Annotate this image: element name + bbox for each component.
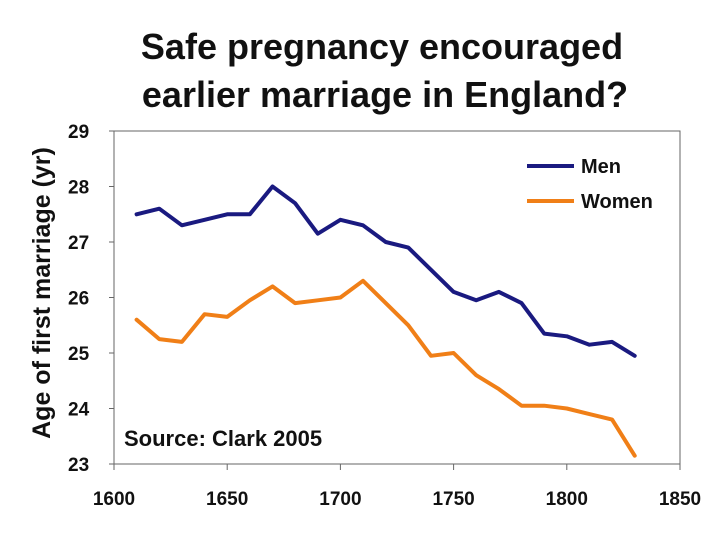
data-point-men [338, 218, 342, 222]
data-point-men [157, 207, 161, 211]
data-point-women [610, 418, 614, 422]
data-point-women [270, 284, 274, 288]
x-tick-label: 1800 [546, 489, 588, 510]
plot-area [113, 130, 681, 465]
x-tick-label: 1750 [432, 489, 474, 510]
data-point-women [474, 373, 478, 377]
x-tick-label: 1600 [93, 489, 135, 510]
data-point-men [520, 301, 524, 305]
x-tick-label: 1700 [319, 489, 361, 510]
data-point-men [384, 240, 388, 244]
data-point-men [406, 246, 410, 250]
y-tick-label: 24 [68, 400, 90, 421]
data-point-women [293, 301, 297, 305]
data-point-women [203, 312, 207, 316]
y-tick-label: 28 [68, 178, 89, 199]
legend-label-women: Women [581, 191, 653, 213]
data-point-women [452, 351, 456, 355]
data-point-men [180, 223, 184, 227]
x-tick-label: 1650 [206, 489, 248, 510]
data-point-men [293, 201, 297, 205]
data-point-men [248, 212, 252, 216]
data-point-women [384, 301, 388, 305]
chart-title-line-2: earlier marriage in England? [142, 74, 628, 115]
data-point-women [180, 340, 184, 344]
data-point-women [316, 298, 320, 302]
data-point-men [135, 212, 139, 216]
y-axis-label: Age of first marriage (yr) [28, 147, 56, 439]
data-point-men [474, 298, 478, 302]
data-point-women [338, 296, 342, 299]
data-point-women [497, 387, 501, 391]
data-point-women [406, 323, 410, 327]
x-tick-label: 1850 [659, 489, 701, 510]
data-point-women [633, 454, 637, 458]
data-point-women [135, 318, 139, 322]
y-tick-label: 23 [68, 455, 89, 476]
y-tick-label: 26 [68, 289, 89, 310]
data-point-men [429, 268, 433, 272]
data-point-women [157, 337, 161, 341]
data-point-women [248, 298, 252, 302]
data-point-women [565, 407, 569, 410]
data-point-women [587, 412, 591, 416]
data-point-men [587, 343, 591, 347]
data-point-men [633, 354, 637, 358]
data-point-men [452, 290, 456, 294]
legend-label-men: Men [581, 156, 621, 178]
data-point-men [225, 212, 229, 216]
data-point-women [225, 315, 229, 319]
y-tick-label: 29 [68, 122, 89, 143]
data-point-men [316, 232, 320, 236]
data-point-women [429, 354, 433, 358]
chart-title-line-1: Safe pregnancy encouraged [141, 26, 623, 67]
y-tick-label: 27 [68, 233, 89, 254]
data-point-men [565, 334, 569, 338]
data-point-women [542, 404, 546, 408]
data-point-men [203, 218, 207, 222]
data-point-women [520, 404, 524, 408]
data-point-men [542, 332, 546, 336]
data-point-men [270, 185, 274, 188]
y-tick-label: 25 [68, 344, 90, 365]
data-point-women [361, 279, 365, 283]
source-annotation: Source: Clark 2005 [124, 426, 322, 451]
data-point-men [497, 290, 501, 294]
data-point-men [361, 223, 365, 227]
data-point-men [610, 340, 614, 344]
